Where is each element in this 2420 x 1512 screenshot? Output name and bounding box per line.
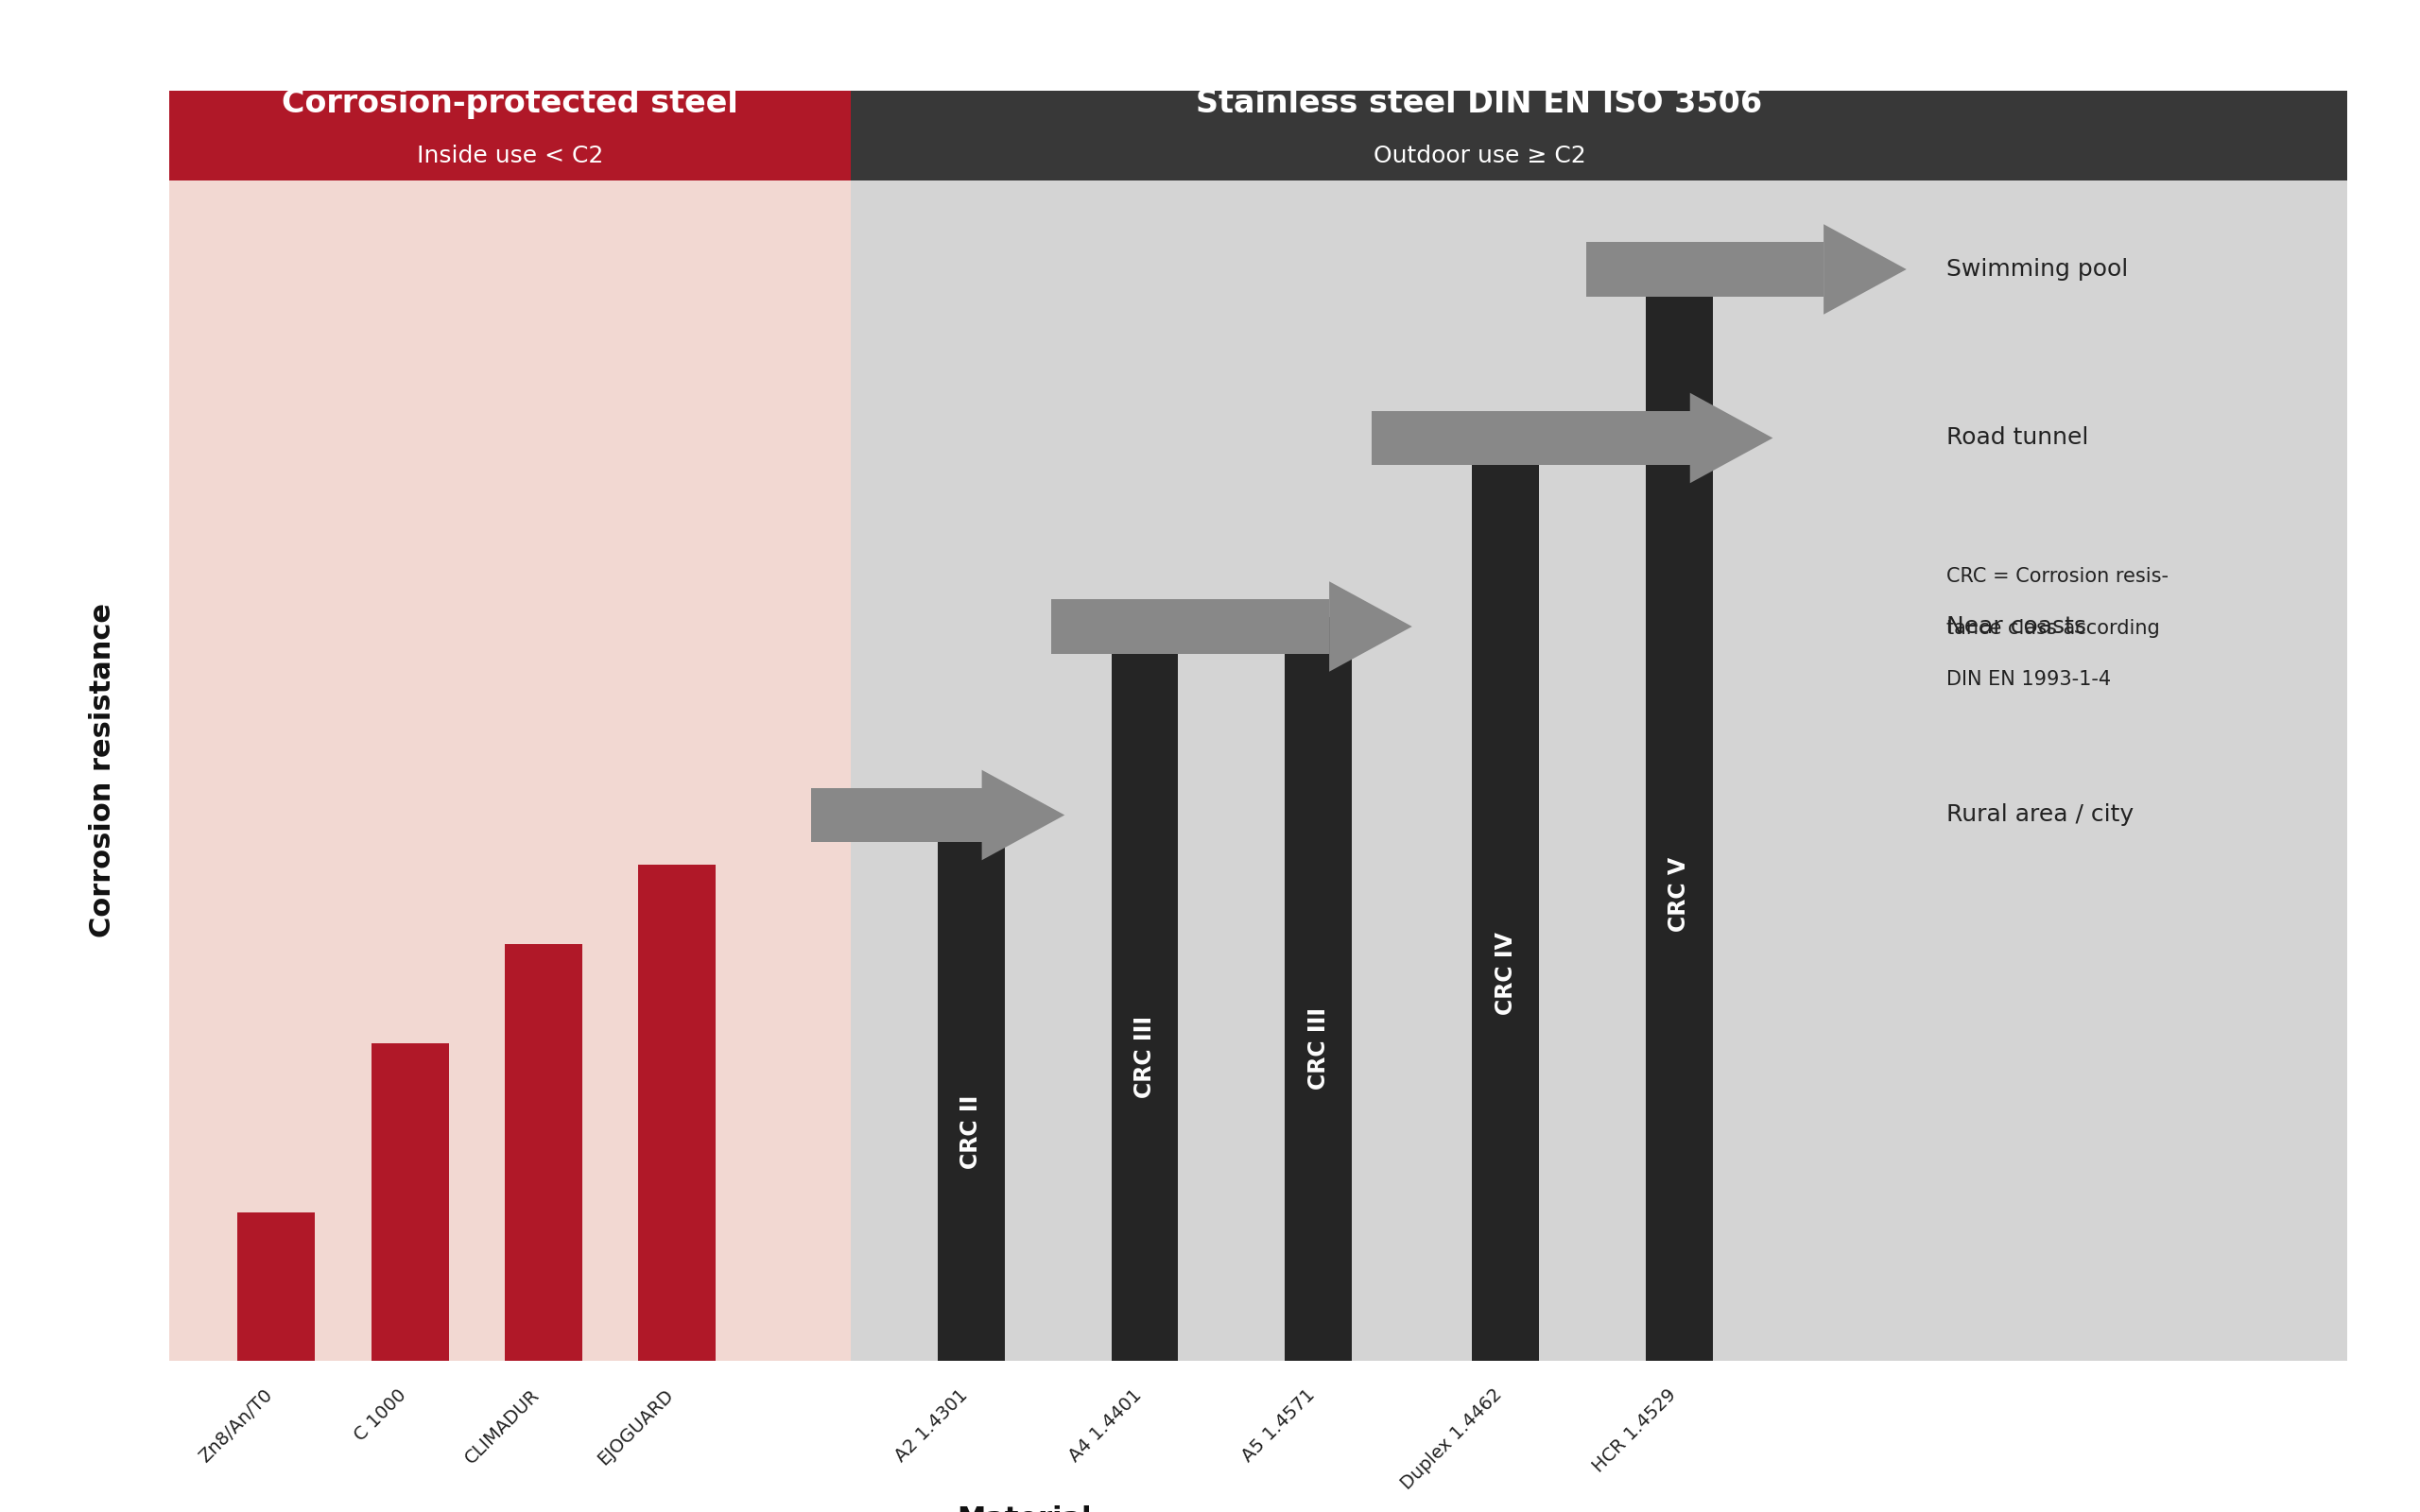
Bar [811,788,983,842]
Text: C 1000: C 1000 [351,1385,409,1444]
Text: Outdoor use ≥ C2: Outdoor use ≥ C2 [1372,145,1585,168]
Text: CLIMADUR: CLIMADUR [462,1385,544,1467]
Polygon shape [1329,582,1411,671]
Text: A2 1.4301: A2 1.4301 [891,1385,970,1465]
Text: CRC III: CRC III [1307,1007,1331,1090]
Bar [1471,438,1539,1361]
Polygon shape [1689,393,1774,484]
Text: Duplex 1.4462: Duplex 1.4462 [1399,1385,1505,1494]
Bar [169,71,852,180]
Bar [169,180,852,1361]
Text: Material: Material [958,1506,1091,1512]
Polygon shape [1825,224,1907,314]
Bar [1646,249,1713,1361]
Text: Inside use < C2: Inside use < C2 [416,145,603,168]
Bar [639,865,716,1361]
Text: Corrosion resistance: Corrosion resistance [90,603,116,937]
Text: CRC IV: CRC IV [1493,931,1517,1015]
Bar [237,1213,315,1361]
Text: Rural area / city: Rural area / city [1946,804,2134,827]
Bar [370,1043,448,1361]
Text: HCR 1.4529: HCR 1.4529 [1590,1385,1679,1476]
Text: EJOGUARD: EJOGUARD [595,1385,678,1468]
Bar [1111,637,1179,1361]
Text: Zn8/An/T0: Zn8/An/T0 [196,1385,276,1465]
Text: Near coasts: Near coasts [1946,615,2086,638]
Bar [506,943,583,1361]
Bar [852,180,2347,1361]
Text: Swimming pool: Swimming pool [1946,259,2127,281]
Text: DIN EN 1993-1-4: DIN EN 1993-1-4 [1946,670,2110,689]
Text: CRC = Corrosion resis-: CRC = Corrosion resis- [1946,567,2168,585]
Bar [1050,599,1329,653]
Text: A4 1.4401: A4 1.4401 [1065,1385,1145,1465]
Text: A5 1.4571: A5 1.4571 [1239,1385,1319,1465]
Text: CRC II: CRC II [961,1095,983,1169]
Bar [1285,617,1353,1361]
Text: tance class according: tance class according [1946,618,2161,638]
Text: CRC III: CRC III [1133,1016,1157,1098]
Text: Stainless steel DIN EN ISO 3506: Stainless steel DIN EN ISO 3506 [1195,88,1762,119]
Bar [1372,411,1689,466]
Text: CRC V: CRC V [1667,857,1692,931]
Polygon shape [983,770,1065,860]
Text: Road tunnel: Road tunnel [1946,426,2088,449]
Bar [852,71,2347,180]
Bar [1585,242,1825,296]
Text: Corrosion-protected steel: Corrosion-protected steel [283,88,738,119]
Bar [937,815,1004,1361]
